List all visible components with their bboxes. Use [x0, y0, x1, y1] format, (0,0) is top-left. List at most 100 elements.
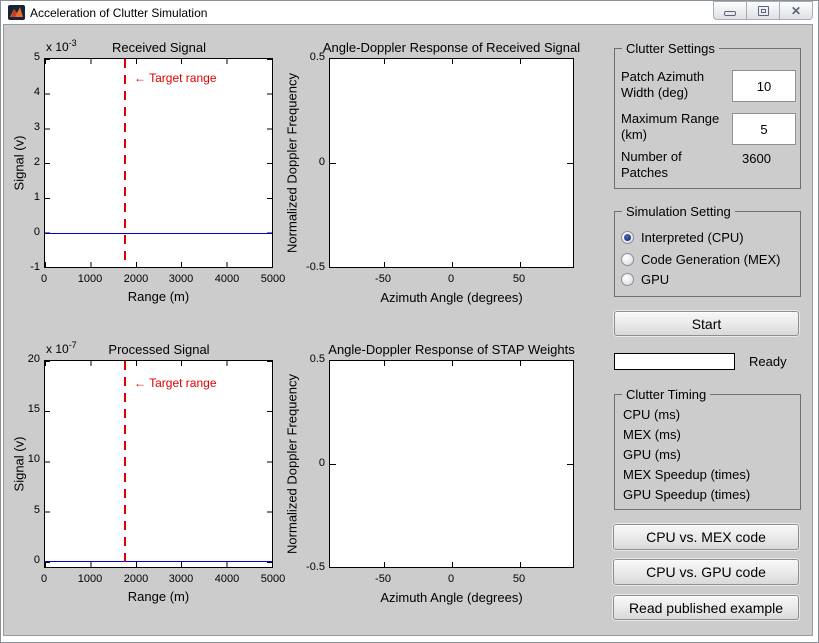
timing-row-cpu: CPU (ms) — [623, 407, 681, 422]
plot-title-angle-doppler-received: Angle-Doppler Response of Received Signa… — [322, 40, 581, 55]
tick-marks — [330, 562, 573, 567]
y-tick: -1 — [30, 261, 40, 273]
processed-signal-line — [45, 561, 272, 562]
tick-marks — [45, 361, 50, 563]
processed-signal-axes: ← Target range — [44, 360, 273, 568]
x-tick: 50 — [512, 273, 526, 285]
minimize-icon — [724, 11, 736, 16]
y-tick: -0.5 — [306, 561, 325, 573]
radio-label: GPU — [641, 272, 670, 287]
x-tick: 0 — [40, 573, 48, 585]
y-tick: 0 — [318, 156, 325, 168]
y-tick: 5 — [33, 504, 40, 516]
tick-marks — [45, 262, 273, 267]
close-icon: ✕ — [790, 3, 802, 18]
y-tick: 10 — [27, 453, 40, 465]
tick-marks — [330, 361, 573, 366]
y-tick: 20 — [27, 353, 40, 365]
clutter-timing-rows: CPU (ms) MEX (ms) GPU (ms) MEX Speedup (… — [623, 405, 793, 505]
tick-marks — [330, 262, 573, 267]
y-tick: 0.5 — [309, 353, 325, 365]
patch-azimuth-input[interactable] — [732, 70, 796, 102]
maximize-icon — [757, 5, 769, 16]
x-tick: 0 — [40, 273, 48, 285]
tick-marks — [330, 464, 336, 465]
received-signal-line — [45, 233, 272, 234]
close-button[interactable]: ✕ — [779, 1, 813, 20]
received-signal-axes: ← Target range — [44, 58, 273, 268]
x-tick: -50 — [375, 273, 391, 285]
clutter-settings-group: Clutter Settings — [614, 41, 801, 189]
x-tick: 2000 — [123, 573, 149, 585]
y-tick: 3 — [33, 121, 40, 133]
tick-marks — [45, 59, 50, 268]
window-title: Acceleration of Clutter Simulation — [30, 6, 208, 20]
x-tick: 5000 — [260, 573, 286, 585]
angle-doppler-stap-axes — [329, 360, 574, 568]
y-tick: 4 — [33, 86, 40, 98]
simulation-setting-legend: Simulation Setting — [622, 204, 735, 219]
timing-row-mex: MEX (ms) — [623, 427, 681, 442]
x-axis-label-received: Range (m) — [127, 289, 190, 304]
x-tick: 3000 — [168, 273, 194, 285]
tick-marks — [45, 562, 273, 567]
status-ready-label: Ready — [749, 354, 787, 369]
title-bar: Acceleration of Clutter Simulation ✕ — [1, 1, 818, 24]
maximize-button[interactable] — [746, 1, 780, 20]
x-axis-label-angle-doppler-received: Azimuth Angle (degrees) — [380, 290, 523, 305]
radio-code-generation-mex[interactable]: Code Generation (MEX) — [621, 252, 780, 267]
y-tick: 1 — [33, 191, 40, 203]
angle-doppler-received-axes — [329, 58, 574, 268]
status-field[interactable] — [614, 353, 735, 370]
y-tick: 2 — [33, 156, 40, 168]
target-range-annotation: ← Target range — [134, 376, 217, 390]
x-tick: 50 — [512, 573, 526, 585]
clutter-timing-group: Clutter Timing — [614, 387, 801, 510]
y-axis-exponent-processed: x 10-7 — [46, 340, 77, 356]
x-tick: 0 — [447, 273, 455, 285]
tick-marks — [267, 361, 272, 563]
radio-button-icon — [621, 253, 634, 266]
radio-label: Code Generation (MEX) — [641, 252, 781, 267]
tick-marks — [267, 59, 272, 268]
simulation-setting-group: Simulation Setting — [614, 204, 801, 297]
y-axis-exponent-received: x 10-3 — [46, 38, 77, 54]
tick-marks — [45, 361, 273, 366]
max-range-label: Maximum Range (km) — [621, 111, 720, 142]
read-published-example-button[interactable]: Read published example — [613, 595, 799, 620]
radio-gpu[interactable]: GPU — [621, 272, 669, 287]
num-patches-value: 3600 — [742, 151, 771, 166]
window-controls: ✕ — [713, 1, 813, 20]
clutter-settings-legend: Clutter Settings — [622, 41, 719, 56]
target-range-line — [124, 59, 126, 267]
tick-marks — [567, 163, 573, 164]
plot-title-processed-signal: Processed Signal — [108, 342, 210, 357]
radio-button-icon — [621, 231, 634, 244]
tick-marks — [330, 163, 336, 164]
cpu-vs-gpu-button[interactable]: CPU vs. GPU code — [613, 559, 799, 585]
x-tick: 4000 — [214, 573, 240, 585]
radio-interpreted-cpu[interactable]: Interpreted (CPU) — [621, 230, 744, 245]
plot-title-received-signal: Received Signal — [112, 40, 206, 55]
y-tick: 5 — [33, 51, 40, 63]
tick-marks — [45, 59, 273, 64]
x-tick: 0 — [447, 573, 455, 585]
target-range-line — [124, 361, 126, 567]
x-axis-label-angle-doppler-stap: Azimuth Angle (degrees) — [380, 590, 523, 605]
tick-marks — [330, 59, 573, 64]
target-range-annotation: ← Target range — [134, 71, 217, 85]
patch-azimuth-label: Patch Azimuth Width (deg) — [621, 69, 705, 100]
start-button[interactable]: Start — [614, 311, 799, 336]
x-tick: 5000 — [260, 273, 286, 285]
cpu-vs-mex-button[interactable]: CPU vs. MEX code — [613, 524, 799, 550]
x-tick: 1000 — [77, 573, 103, 585]
y-tick: 0 — [318, 457, 325, 469]
clutter-timing-legend: Clutter Timing — [622, 387, 711, 402]
timing-row-gpu: GPU (ms) — [623, 447, 681, 462]
y-tick: 0.5 — [309, 51, 325, 63]
minimize-button[interactable] — [713, 1, 747, 20]
matlab-icon — [8, 5, 25, 20]
timing-row-mex-speedup: MEX Speedup (times) — [623, 467, 751, 482]
x-tick: -50 — [375, 573, 391, 585]
max-range-input[interactable] — [732, 113, 796, 145]
